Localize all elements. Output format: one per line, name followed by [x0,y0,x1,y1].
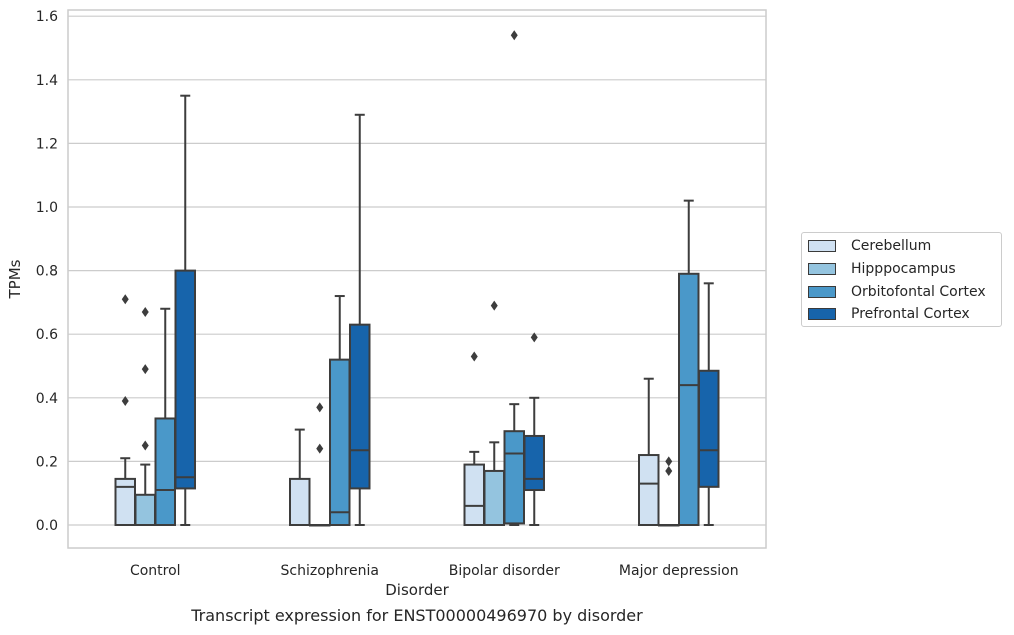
box [349,323,371,490]
box [289,477,311,527]
y-tick-label: 0.2 [36,454,58,470]
box-group [329,295,351,527]
y-axis-ticks: 0.0 0.2 0.4 0.6 0.8 1.0 1.2 1.4 1.6 [36,9,58,534]
x-tick-label: Schizophrenia [281,563,379,579]
legend-swatch-cerebellum [808,240,836,252]
box [503,430,525,525]
outlier-point [665,465,673,476]
outlier-point [510,30,518,41]
y-tick-label: 1.0 [36,200,58,216]
box-group [483,300,505,527]
box [114,477,136,527]
outlier-point [665,456,673,467]
legend-label-cerebellum: Cerebellum [851,238,932,254]
box-group [658,456,680,527]
box [134,493,156,527]
outlier-point [121,294,129,305]
x-tick-label: Bipolar disorder [449,563,560,579]
legend-label-prefrontal: Prefrontal Cortex [851,306,970,322]
outlier-point [490,300,498,311]
box [483,469,505,527]
outlier-point [121,395,129,406]
y-tick-label: 1.4 [36,73,58,89]
plot-frame [67,9,767,549]
box-group [638,377,660,527]
legend-item-hippocampus: Hipppocampus [808,260,956,278]
box [154,417,176,526]
legend-label-hippocampus: Hipppocampus [851,261,956,277]
legend: Cerebellum Hipppocampus Orbitofontal Cor… [801,232,1002,327]
box-group [678,199,700,526]
box-group [289,428,311,527]
box-group [114,294,136,527]
box-group [698,282,720,526]
box-group [503,30,525,526]
x-axis-ticks: Control Schizophrenia Bipolar disorder Majo… [130,563,739,579]
y-axis-label: TPMs [6,259,24,299]
legend-swatch-prefrontal [808,308,836,320]
box-group [463,351,485,526]
y-tick-label: 0.0 [36,518,58,534]
y-tick-label: 1.2 [36,136,58,152]
outlier-point [470,351,478,362]
box [678,272,700,526]
box [329,358,351,527]
y-tick-label: 0.8 [36,264,58,280]
box [698,369,720,488]
box-group [174,94,196,526]
legend-item-cerebellum: Cerebellum [808,237,931,255]
outlier-point [141,440,149,451]
outlier-point [530,332,538,343]
box-group [349,113,371,526]
figure-caption: Transcript expression for ENST0000049697… [191,606,643,625]
x-tick-label: Control [130,563,181,579]
box-group [309,402,331,527]
legend-swatch-hippocampus [808,263,836,275]
legend-item-prefrontal: Prefrontal Cortex [808,305,970,323]
outlier-point [316,443,324,454]
outlier-point [316,402,324,413]
outlier-point [141,306,149,317]
box-group [523,332,545,526]
legend-item-orbitofrontal: Orbitofontal Cortex [808,283,986,301]
box [463,463,485,526]
x-axis-label: Disorder [385,581,449,599]
y-tick-label: 0.6 [36,327,58,343]
box-group [154,307,176,526]
outlier-point [141,364,149,375]
box [638,454,660,527]
legend-label-orbitofrontal: Orbitofontal Cortex [851,284,986,300]
box [174,269,196,490]
legend-swatch-orbitofrontal [808,286,836,298]
box-group [134,306,156,527]
x-tick-label: Major depression [619,563,739,579]
box-plots [114,30,720,527]
y-tick-label: 1.6 [36,9,58,25]
box [523,434,545,492]
y-tick-label: 0.4 [36,391,58,407]
